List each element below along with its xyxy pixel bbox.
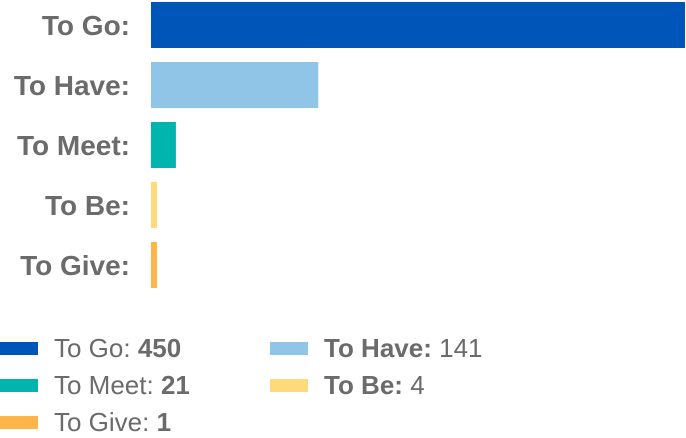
legend-value-to-be: 4 — [410, 369, 425, 400]
bar-to-be — [151, 182, 157, 228]
legend-label-to-go: To Go: — [54, 332, 131, 363]
legend-label-to-give: To Give: — [54, 406, 150, 437]
bar-to-have — [151, 62, 319, 108]
legend-item-to-be: To Be: 4 — [270, 367, 425, 403]
legend-value-to-meet: 21 — [160, 369, 190, 400]
legend-item-to-meet: To Meet: 21 — [0, 367, 190, 403]
legend-value-to-give: 1 — [156, 406, 172, 437]
legend-swatch-to-be — [270, 378, 308, 392]
bar-to-give — [151, 242, 157, 288]
legend-swatch-to-have — [270, 341, 308, 355]
category-label-to-meet: To Meet: — [17, 130, 130, 161]
legend-label-to-have: To Have: — [324, 332, 432, 363]
bar-chart-plot: To Go: To Have: To Meet: To Be: To Give: — [14, 2, 685, 288]
legend-item-to-go: To Go: 450 — [0, 330, 181, 366]
category-label-to-go: To Go: — [42, 10, 130, 41]
legend-value-to-go: 450 — [137, 332, 182, 363]
legend-value-to-have: 141 — [439, 332, 483, 363]
category-label-to-be: To Be: — [45, 190, 130, 221]
bar-to-meet — [151, 122, 176, 168]
legend-item-to-have: To Have: 141 — [270, 330, 483, 366]
category-label-to-give: To Give: — [20, 250, 130, 281]
bar-to-go — [151, 2, 685, 48]
category-label-to-have: To Have: — [14, 70, 130, 101]
legend-label-to-be: To Be: — [324, 369, 403, 400]
legend-label-to-meet: To Meet: — [54, 369, 154, 400]
legend-swatch-to-give — [0, 415, 38, 429]
legend-item-to-give: To Give: 1 — [0, 404, 171, 438]
legend-swatch-to-go — [0, 341, 38, 355]
legend-swatch-to-meet — [0, 378, 38, 392]
